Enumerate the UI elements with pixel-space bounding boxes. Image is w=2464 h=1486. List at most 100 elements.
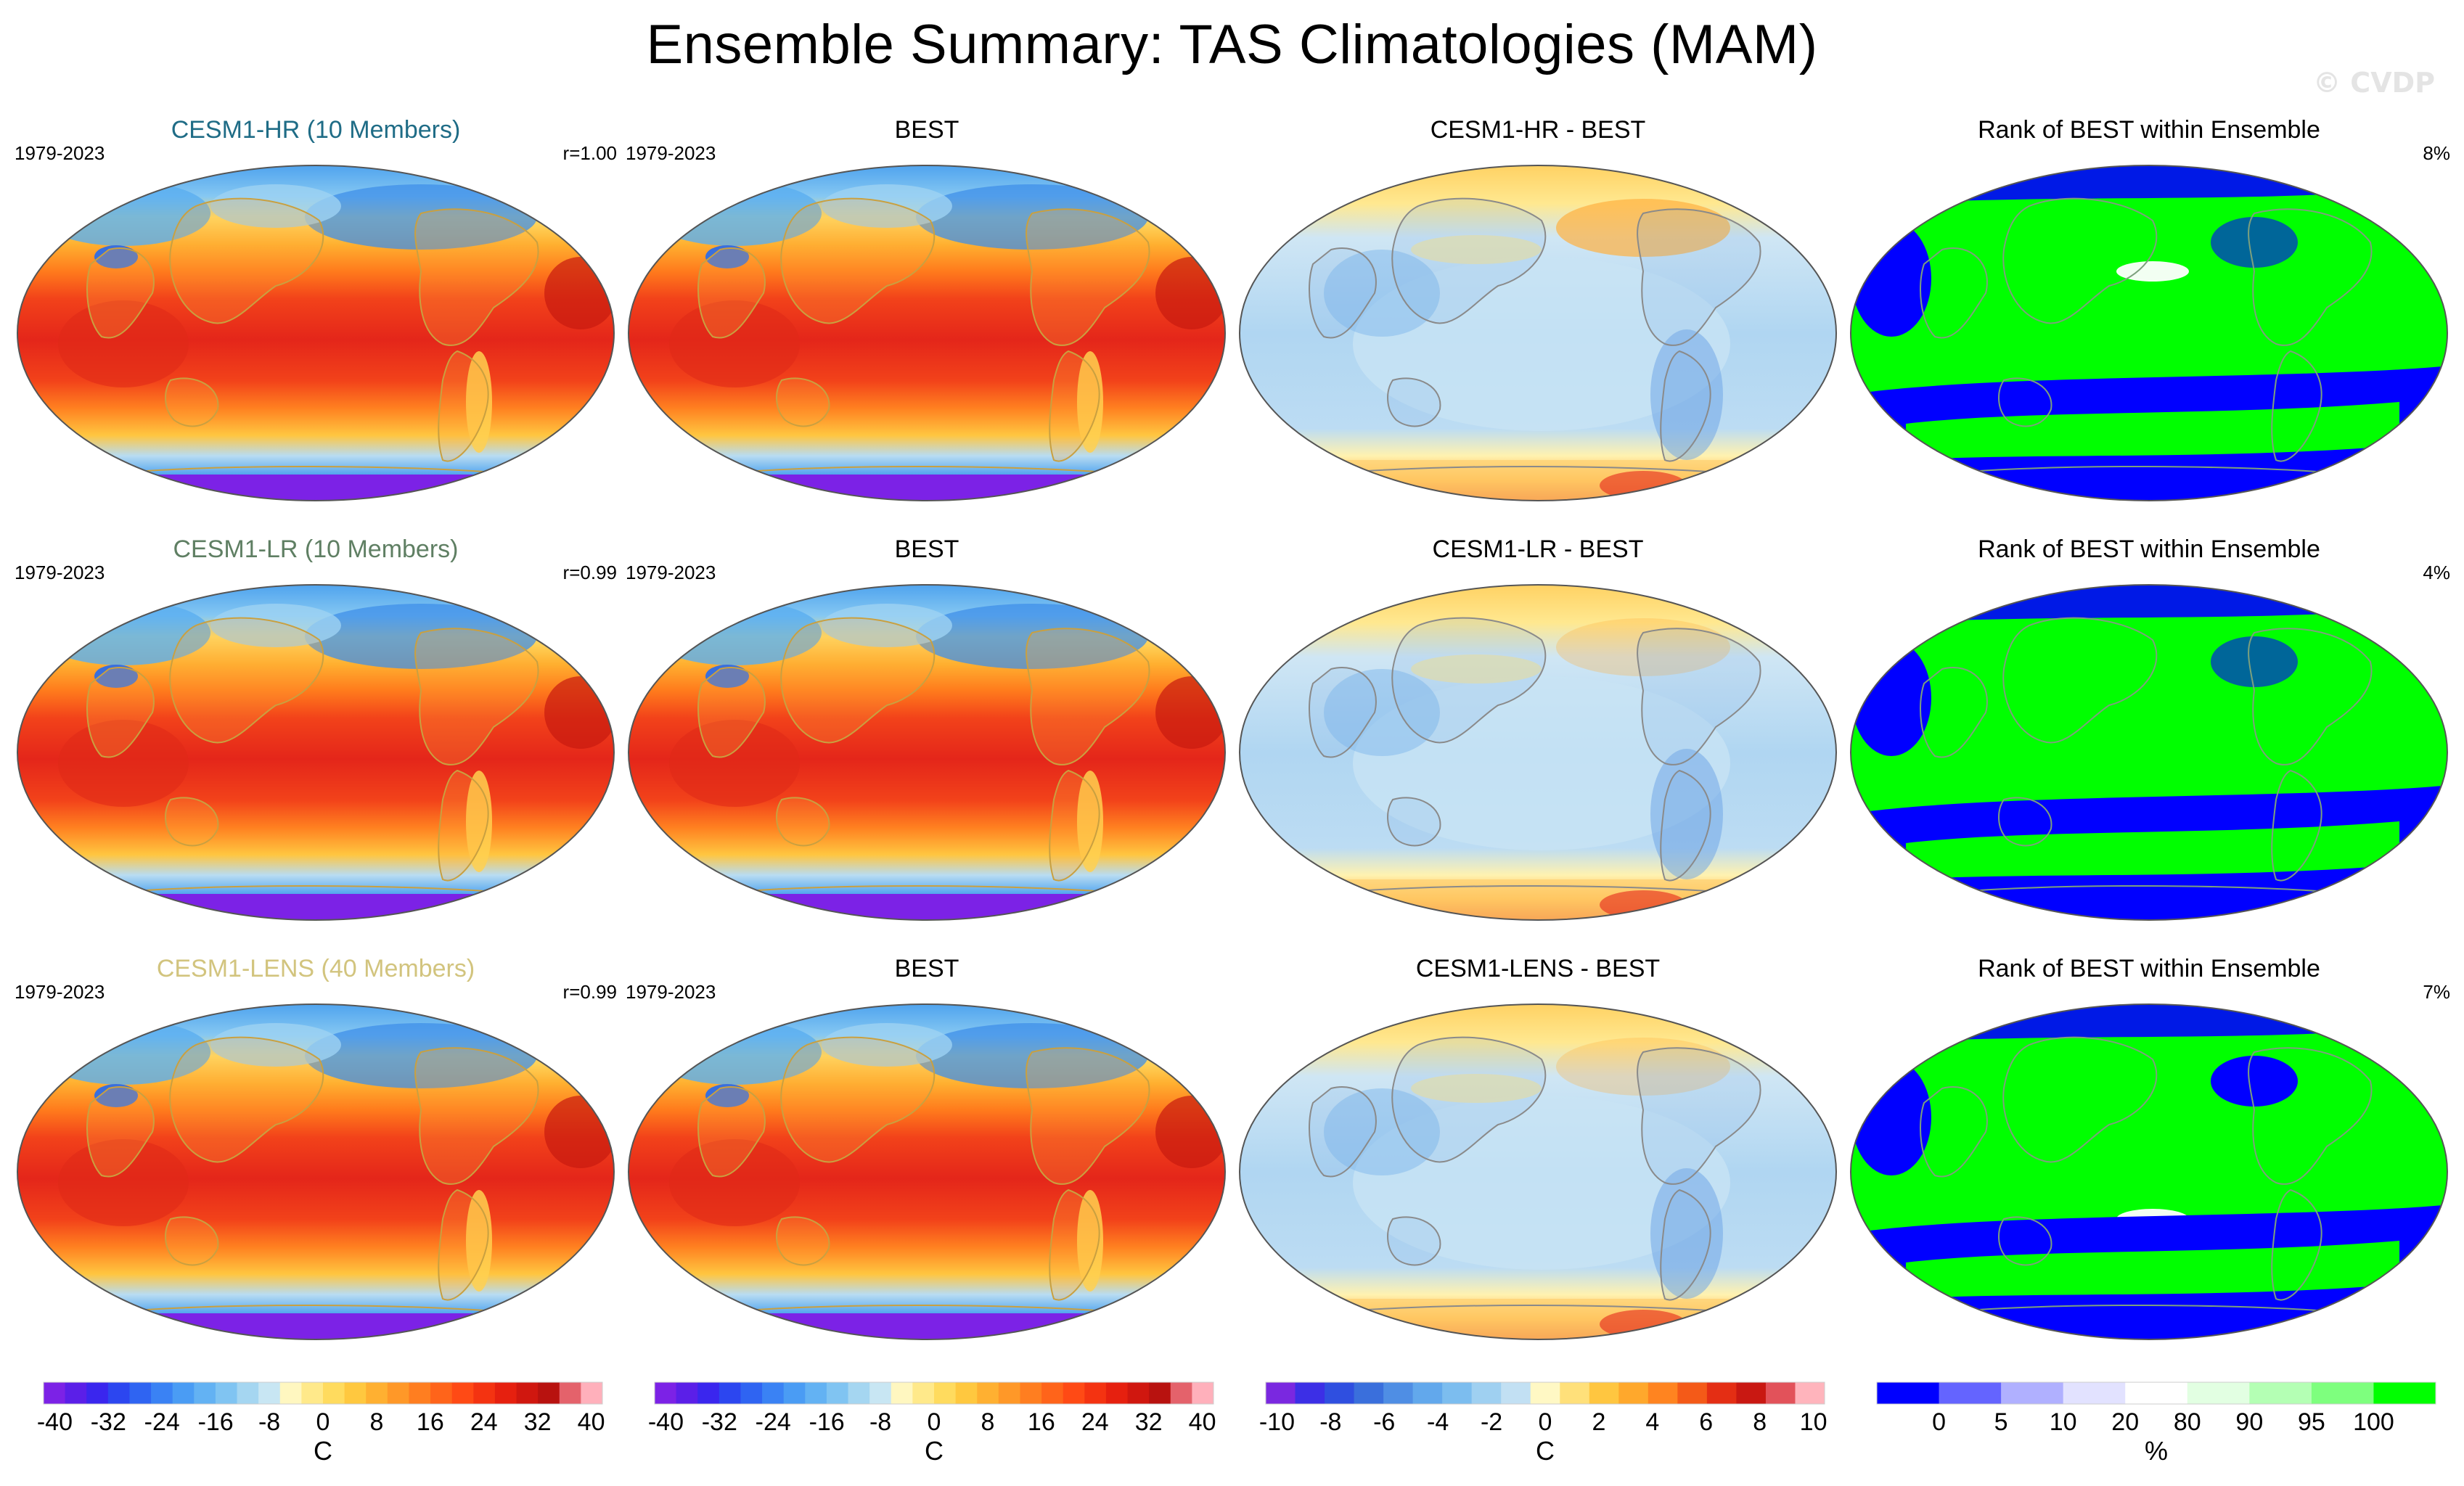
colorbar-swatch	[258, 1382, 281, 1404]
colorbar-swatch	[977, 1382, 999, 1404]
colorbar-swatch	[1020, 1382, 1042, 1404]
colorbar-tick-label: -8	[1319, 1408, 1341, 1436]
rank-map	[1850, 165, 2448, 501]
colorbar-unit: C	[314, 1436, 332, 1466]
clim-map	[628, 1003, 1226, 1340]
panel-title: Rank of BEST within Ensemble	[1978, 955, 2320, 982]
colorbar-swatch	[1677, 1382, 1708, 1404]
page-title: Ensemble Summary: TAS Climatologies (MAM…	[646, 14, 1818, 75]
colorbar-tick-label: -40	[37, 1408, 73, 1436]
period-label: 1979-2023	[626, 981, 716, 1003]
colorbar-swatch	[1325, 1382, 1355, 1404]
colorbar-swatch	[2063, 1382, 2126, 1404]
colorbar-swatch	[323, 1382, 345, 1404]
colorbar-swatch	[1063, 1382, 1085, 1404]
panel-obs-row2: BEST 1979-2023	[626, 535, 1228, 956]
colorbar-swatch	[869, 1382, 892, 1404]
colorbar-swatch	[891, 1382, 913, 1404]
colorbar-outline	[1265, 1382, 1825, 1405]
clim-map	[628, 584, 1226, 921]
colorbar-swatch	[676, 1382, 698, 1404]
cvdp-watermark: © CVDP	[2313, 67, 2435, 99]
colorbar-tick-label: 8	[1753, 1408, 1767, 1436]
panel-ensemble-row1: CESM1-HR (10 Members) 1979-2023 r=1.00	[15, 116, 617, 537]
colorbar-swatch	[848, 1382, 870, 1404]
colorbar-tick-label: -8	[869, 1408, 891, 1436]
colorbar-tick-label: -16	[809, 1408, 845, 1436]
colorbar-swatch	[409, 1382, 431, 1404]
colorbar-tick-label: 10	[1800, 1408, 1827, 1436]
colorbar-3: -10 -8 -6 -4 -2 0 2 4 6 8 10 C	[1259, 1382, 1827, 1466]
colorbar-unit: C	[925, 1436, 944, 1466]
colorbar-outline	[654, 1382, 1214, 1405]
colorbar-swatch	[1041, 1382, 1064, 1404]
clim-map	[17, 584, 615, 921]
colorbar-svg: -10 -8 -6 -4 -2 0 2 4 6 8 10	[1259, 1382, 1827, 1436]
colorbar-swatch	[237, 1382, 259, 1404]
colorbar-tick-label: -24	[756, 1408, 791, 1436]
colorbar-swatch	[1618, 1382, 1649, 1404]
colorbar-swatch	[1266, 1382, 1296, 1404]
colorbar-swatch	[697, 1382, 720, 1404]
colorbar-swatch	[2125, 1382, 2188, 1404]
colorbar-swatch	[740, 1382, 763, 1404]
colorbar-swatch	[719, 1382, 741, 1404]
colorbar-svg: -40 -32 -24 -16 -8 0 8 16 24 32 40	[37, 1382, 605, 1436]
colorbar-swatch	[215, 1382, 238, 1404]
colorbar-swatch	[2249, 1382, 2312, 1404]
colorbar-tick-label: -32	[91, 1408, 126, 1436]
panel-rank-row3: Rank of BEST within Ensemble 7%	[1848, 955, 2450, 1376]
panel-title: Rank of BEST within Ensemble	[1978, 535, 2320, 563]
panel-ensemble-row2: CESM1-LR (10 Members) 1979-2023 r=0.99	[15, 535, 617, 956]
colorbar-swatch	[129, 1382, 152, 1404]
colorbar-swatch	[783, 1382, 806, 1404]
rank-map	[1850, 1003, 2448, 1340]
colorbar-swatch	[538, 1382, 560, 1404]
colorbar-swatch	[1149, 1382, 1171, 1404]
period-label: 1979-2023	[15, 142, 105, 164]
colorbar-swatch	[172, 1382, 195, 1404]
colorbar-unit: C	[1536, 1436, 1555, 1466]
colorbar-swatch	[1706, 1382, 1737, 1404]
colorbar-tick-label: -40	[648, 1408, 684, 1436]
clim-map	[628, 165, 1226, 501]
diff-map	[1239, 165, 1837, 501]
colorbar-tick-label: -32	[702, 1408, 737, 1436]
colorbar-swatch	[44, 1382, 66, 1404]
pattern-correlation: r=0.99	[562, 562, 617, 583]
panel-title: CESM1-LR (10 Members)	[173, 535, 459, 563]
panel-title: BEST	[894, 955, 959, 982]
colorbar-tick-label: 40	[1189, 1408, 1216, 1436]
colorbar-tick-label: 8	[369, 1408, 383, 1436]
panel-rank-row1: Rank of BEST within Ensemble 8%	[1848, 116, 2450, 537]
colorbar-tick-label: 80	[2174, 1408, 2201, 1436]
panel-diff-row1: CESM1-HR - BEST	[1237, 116, 1839, 537]
colorbar-swatch	[655, 1382, 677, 1404]
panel-obs-row1: BEST 1979-2023	[626, 116, 1228, 537]
colorbar-swatch	[1192, 1382, 1214, 1404]
colorbar-tick-label: 8	[981, 1408, 994, 1436]
panel-title: CESM1-LR - BEST	[1432, 535, 1644, 563]
colorbar-swatch	[2187, 1382, 2250, 1404]
period-label: 1979-2023	[626, 562, 716, 583]
panel-title: CESM1-HR (10 Members)	[171, 116, 461, 144]
colorbar-swatch	[934, 1382, 957, 1404]
colorbar-swatch	[1736, 1382, 1767, 1404]
colorbar-swatch	[451, 1382, 474, 1404]
pattern-correlation: r=0.99	[562, 981, 617, 1003]
colorbar-tick-label: -24	[144, 1408, 180, 1436]
colorbar-swatch	[430, 1382, 453, 1404]
colorbar-swatch	[344, 1382, 367, 1404]
colorbar-tick-label: 16	[1028, 1408, 1055, 1436]
colorbar-svg: -40 -32 -24 -16 -8 0 8 16 24 32 40	[648, 1382, 1216, 1436]
rank-map	[1850, 584, 2448, 921]
colorbar-swatch	[301, 1382, 324, 1404]
panel-diff-row2: CESM1-LR - BEST	[1237, 535, 1839, 956]
colorbar-swatch	[998, 1382, 1020, 1404]
colorbar-tick-label: -4	[1427, 1408, 1449, 1436]
colorbar-swatch	[151, 1382, 173, 1404]
colorbar-swatch	[279, 1382, 302, 1404]
panel-ensemble-row3: CESM1-LENS (40 Members) 1979-2023 r=0.99	[15, 955, 617, 1376]
colorbar-tick-label: 4	[1645, 1408, 1659, 1436]
colorbar-tick-label: 24	[470, 1408, 498, 1436]
